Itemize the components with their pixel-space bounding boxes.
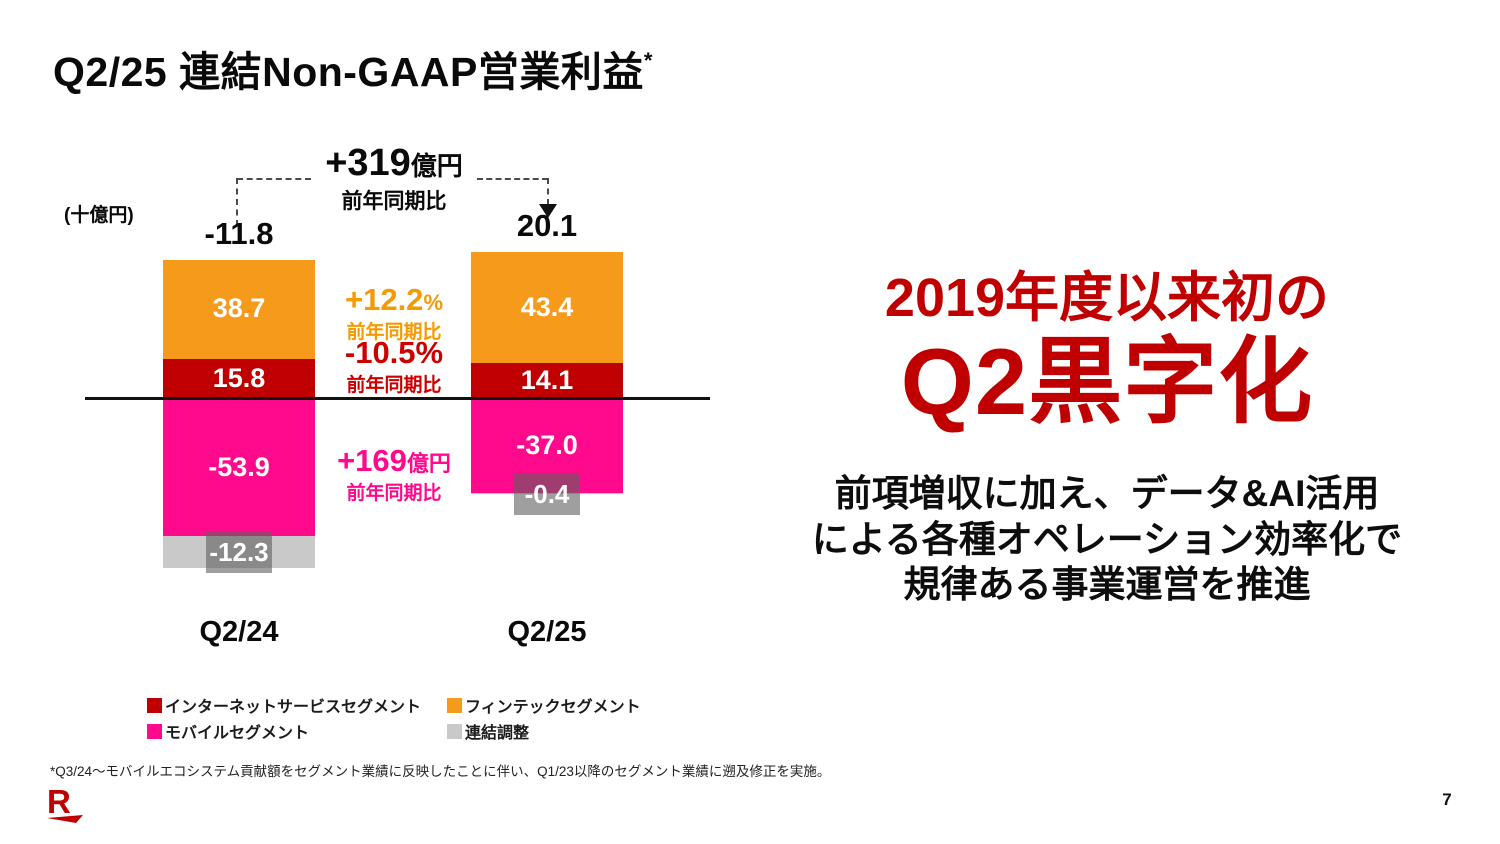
slide-title-text: Q2/25 連結Non-GAAP営業利益 — [53, 49, 644, 95]
key-message: 2019年度以来初の Q2黒字化 前項増収に加え、データ&AI活用 による各種オ… — [762, 270, 1452, 607]
legend-item-2: モバイルセグメント — [147, 719, 447, 743]
message-body-line: による各種オペレーション効率化で — [811, 518, 1403, 560]
legend-item-1: フィンテックセグメント — [447, 693, 641, 717]
legend-swatch-icon — [147, 697, 162, 713]
mobile-change-caption: 前年同期比 — [346, 483, 442, 504]
category-label-1: Q2/25 — [507, 616, 587, 648]
headline-line1: 2019年度以来初の — [884, 268, 1330, 328]
fintech-change-annotation: +12.2% 前年同期比 — [304, 284, 484, 344]
headline-line2: Q2黒字化 — [900, 328, 1314, 434]
legend-label: フィンテックセグメント — [465, 699, 641, 716]
fintech-change-caption: 前年同期比 — [346, 322, 442, 343]
segment-value-label-internet-services-1: 14.1 — [520, 365, 574, 396]
footnote-marker: * — [643, 48, 653, 73]
total-change-caption: 前年同期比 — [341, 190, 447, 213]
legend-swatch-icon — [147, 723, 162, 739]
legend-swatch-icon — [447, 723, 462, 739]
legend-item-0: インターネットサービスセグメント — [147, 693, 447, 717]
mobile-change-annotation: +169億円 前年同期比 — [304, 445, 484, 505]
segment-value-label-fintech-0: 38.7 — [212, 293, 266, 324]
svg-text:R: R — [47, 784, 71, 820]
legend-item-3: 連結調整 — [447, 719, 641, 743]
slide-title: Q2/25 連結Non-GAAP営業利益* — [53, 38, 653, 98]
mobile-change-value: +169億円 — [337, 443, 451, 478]
legend-label: 連結調整 — [465, 725, 530, 742]
rakuten-logo-icon: R — [47, 784, 83, 823]
bracket-left-vertical-dash — [236, 178, 238, 226]
category-label-0: Q2/24 — [199, 616, 279, 648]
internet-services-change-annotation: -10.5% 前年同期比 — [304, 337, 484, 397]
bar-segment-fintech-1 — [471, 252, 623, 364]
legend-label: モバイルセグメント — [165, 725, 310, 742]
bar-total-label-1: 20.1 — [516, 208, 578, 244]
message-body-line: 前項増収に加え、データ&AI活用 — [834, 473, 1380, 515]
segment-value-label-adjustment-1: -0.4 — [514, 472, 580, 515]
axis-unit-label: (十億円) — [64, 205, 134, 226]
total-change-annotation: +319億円 前年同期比 — [294, 144, 494, 215]
bar-total-label-0: -11.8 — [204, 216, 274, 252]
fintech-change-value: +12.2% — [344, 282, 443, 317]
internet-services-change-caption: 前年同期比 — [346, 375, 442, 396]
bracket-right-horizontal-dash — [477, 178, 548, 180]
legend-label: インターネットサービスセグメント — [165, 699, 422, 716]
chart-legend: インターネットサービスセグメント フィンテックセグメントモバイルセグメント 連結調整 — [147, 693, 641, 743]
bar-segment-internet-services-0 — [163, 358, 315, 399]
total-change-value: +319億円 — [325, 142, 463, 184]
page-number: 7 — [1442, 790, 1452, 809]
segment-value-label-mobile-1: -37.0 — [516, 430, 578, 461]
legend-swatch-icon — [447, 697, 462, 713]
bracket-left-horizontal-dash — [237, 178, 311, 180]
message-body-line: 規律ある事業運営を推進 — [903, 563, 1311, 605]
segment-value-label-fintech-1: 43.4 — [520, 291, 574, 322]
bracket-arrow-down-icon — [539, 204, 557, 218]
bar-segment-internet-services-1 — [471, 363, 623, 399]
zero-axis-line — [85, 397, 710, 400]
bar-segment-mobile-0 — [163, 399, 315, 537]
stacked-bar-chart: 38.7 15.8 -53.9 -12.3 -11.8 Q2/24 43.4 14.1 -37.… — [163, 208, 623, 648]
internet-services-change-value: -10.5% — [344, 335, 444, 370]
segment-value-label-mobile-0: -53.9 — [208, 451, 270, 482]
message-body: 前項増収に加え、データ&AI活用 による各種オペレーション効率化で 規律ある事業… — [762, 471, 1452, 606]
footnote: *Q3/24～モバイルエコシステム貢献額をセグメント業績に反映したことに伴い、Q… — [50, 764, 831, 779]
bar-segment-fintech-0 — [163, 260, 315, 359]
segment-value-label-adjustment-0: -12.3 — [206, 531, 272, 574]
bracket-right-vertical-dash — [547, 178, 549, 205]
segment-value-label-internet-services-0: 15.8 — [212, 362, 266, 393]
